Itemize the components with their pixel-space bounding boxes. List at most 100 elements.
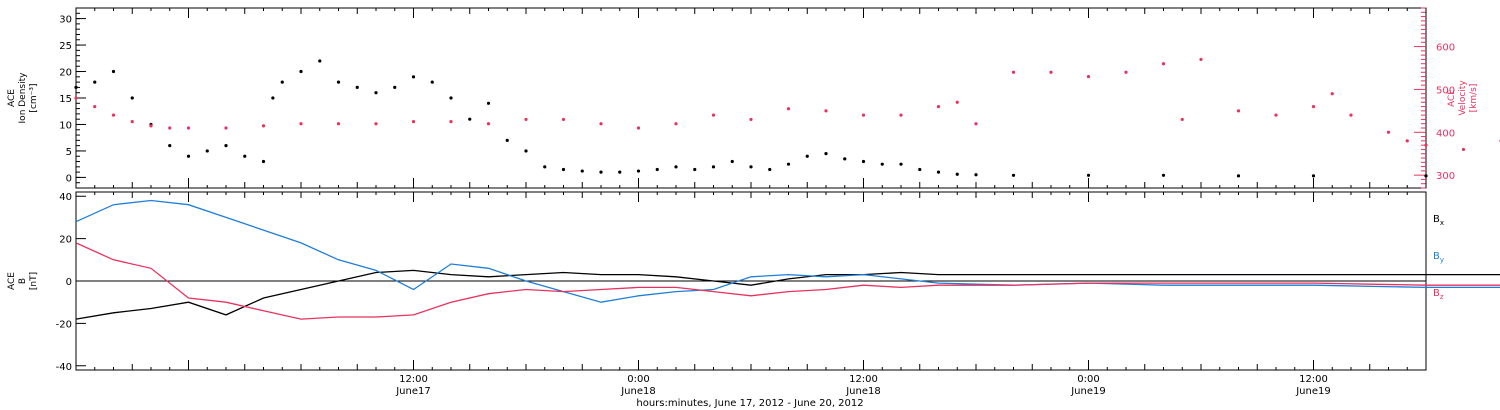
velocity-point	[336, 122, 341, 126]
density-point	[580, 169, 584, 173]
density-point	[1424, 174, 1428, 178]
x-tick-label: 12:00	[1299, 374, 1328, 385]
b-axis-tick-label: 0	[66, 277, 72, 288]
density-point	[974, 173, 978, 177]
velocity-point	[1199, 57, 1203, 62]
density-point	[636, 169, 641, 173]
velocity-point	[524, 117, 528, 122]
density-point	[749, 165, 753, 169]
density-point	[93, 80, 97, 84]
velocity-point	[111, 113, 116, 117]
bottom-panel: -40 -20 0 20 40 ACE B [nT] Bx By Bz	[7, 191, 1500, 373]
velocity-point	[149, 124, 153, 128]
density-point	[186, 154, 191, 158]
velocity-axis-title-line: ACE	[1447, 89, 1457, 107]
density-point	[130, 96, 134, 100]
velocity-point	[1124, 70, 1128, 74]
velocity-point	[1461, 147, 1466, 152]
velocity-point	[636, 126, 641, 130]
x-tick-date: June18	[620, 386, 656, 397]
density-axis-title-line: [cm⁻³]	[29, 83, 39, 112]
velocity-point	[974, 122, 978, 126]
density-point	[468, 117, 472, 121]
b-axis-tick-label: -20	[56, 319, 72, 330]
velocity-point	[168, 126, 172, 130]
x-tick-label: 0:00	[1077, 374, 1099, 385]
density-axis-tick-label: 20	[59, 68, 72, 79]
x-tick-date: June17	[395, 386, 431, 397]
velocity-point	[561, 117, 566, 122]
velocity-point	[674, 122, 678, 126]
density-point	[824, 151, 828, 156]
legend-y: By	[1433, 251, 1444, 264]
top-panel-frame	[75, 7, 1427, 189]
velocity-point	[786, 107, 791, 111]
density-point	[261, 159, 266, 164]
by-series-line	[75, 199, 1500, 303]
density-point	[486, 101, 491, 105]
density-point	[271, 96, 275, 100]
density-point	[730, 159, 734, 164]
legend-z: Bz	[1433, 288, 1444, 301]
density-point	[168, 144, 172, 148]
x-tick-date: June19	[1295, 386, 1331, 397]
density-point	[74, 85, 78, 90]
velocity-point	[1049, 70, 1053, 74]
b-axis-title-line: ACE	[7, 272, 17, 290]
velocity-point	[824, 109, 828, 113]
density-axis-tick-label: 10	[59, 120, 72, 131]
density-axis-title-line: Ion Density	[18, 72, 28, 124]
density-axis-tick-label: 15	[59, 94, 72, 105]
density-point	[805, 154, 809, 158]
velocity-point	[899, 113, 903, 117]
density-point	[711, 165, 716, 169]
density-point	[243, 154, 247, 158]
density-axis-tick-label: 5	[66, 147, 72, 158]
density-point	[1086, 173, 1091, 177]
velocity-point	[749, 117, 753, 122]
velocity-point	[936, 104, 941, 109]
velocity-point	[1349, 113, 1353, 117]
density-point	[674, 165, 678, 169]
b-axis-tick-label: 20	[59, 235, 72, 246]
density-point	[561, 167, 566, 172]
density-point	[111, 69, 116, 74]
density-point	[449, 96, 453, 100]
velocity-point	[93, 104, 97, 109]
velocity-point	[299, 122, 303, 126]
x-tick-label: 0:00	[627, 374, 649, 385]
velocity-point	[1405, 139, 1409, 143]
density-axis-title-line: ACE	[7, 89, 17, 107]
velocity-point	[1180, 117, 1184, 122]
density-point	[599, 170, 603, 174]
density-point	[280, 80, 284, 84]
density-point	[543, 165, 547, 169]
velocity-point	[1236, 109, 1241, 113]
bz-series-line	[75, 242, 1500, 320]
x-tick-date: June18	[845, 386, 881, 397]
density-point	[430, 80, 434, 84]
x-tick-date: June19	[1070, 386, 1106, 397]
velocity-point	[224, 126, 228, 130]
velocity-point	[486, 122, 491, 126]
density-point	[505, 138, 509, 142]
velocity-point	[955, 100, 959, 104]
velocity-point	[1424, 143, 1428, 147]
velocity-point	[1086, 74, 1091, 79]
density-point	[918, 167, 922, 172]
velocity-axis-tick-label: 600	[1436, 43, 1455, 54]
density-point	[618, 170, 622, 174]
density-point	[655, 167, 659, 172]
density-axis-tick-label: 25	[59, 41, 72, 52]
density-point	[936, 170, 941, 174]
density-point	[374, 91, 378, 95]
velocity-axis-tick-label: 400	[1436, 128, 1455, 139]
density-point	[1236, 174, 1241, 178]
velocity-point	[374, 122, 378, 126]
density-point	[355, 85, 359, 90]
density-point	[299, 69, 303, 74]
velocity-point	[1311, 104, 1316, 109]
time-axis: 12:00June170:00June1812:00June180:00June…	[75, 8, 1427, 397]
